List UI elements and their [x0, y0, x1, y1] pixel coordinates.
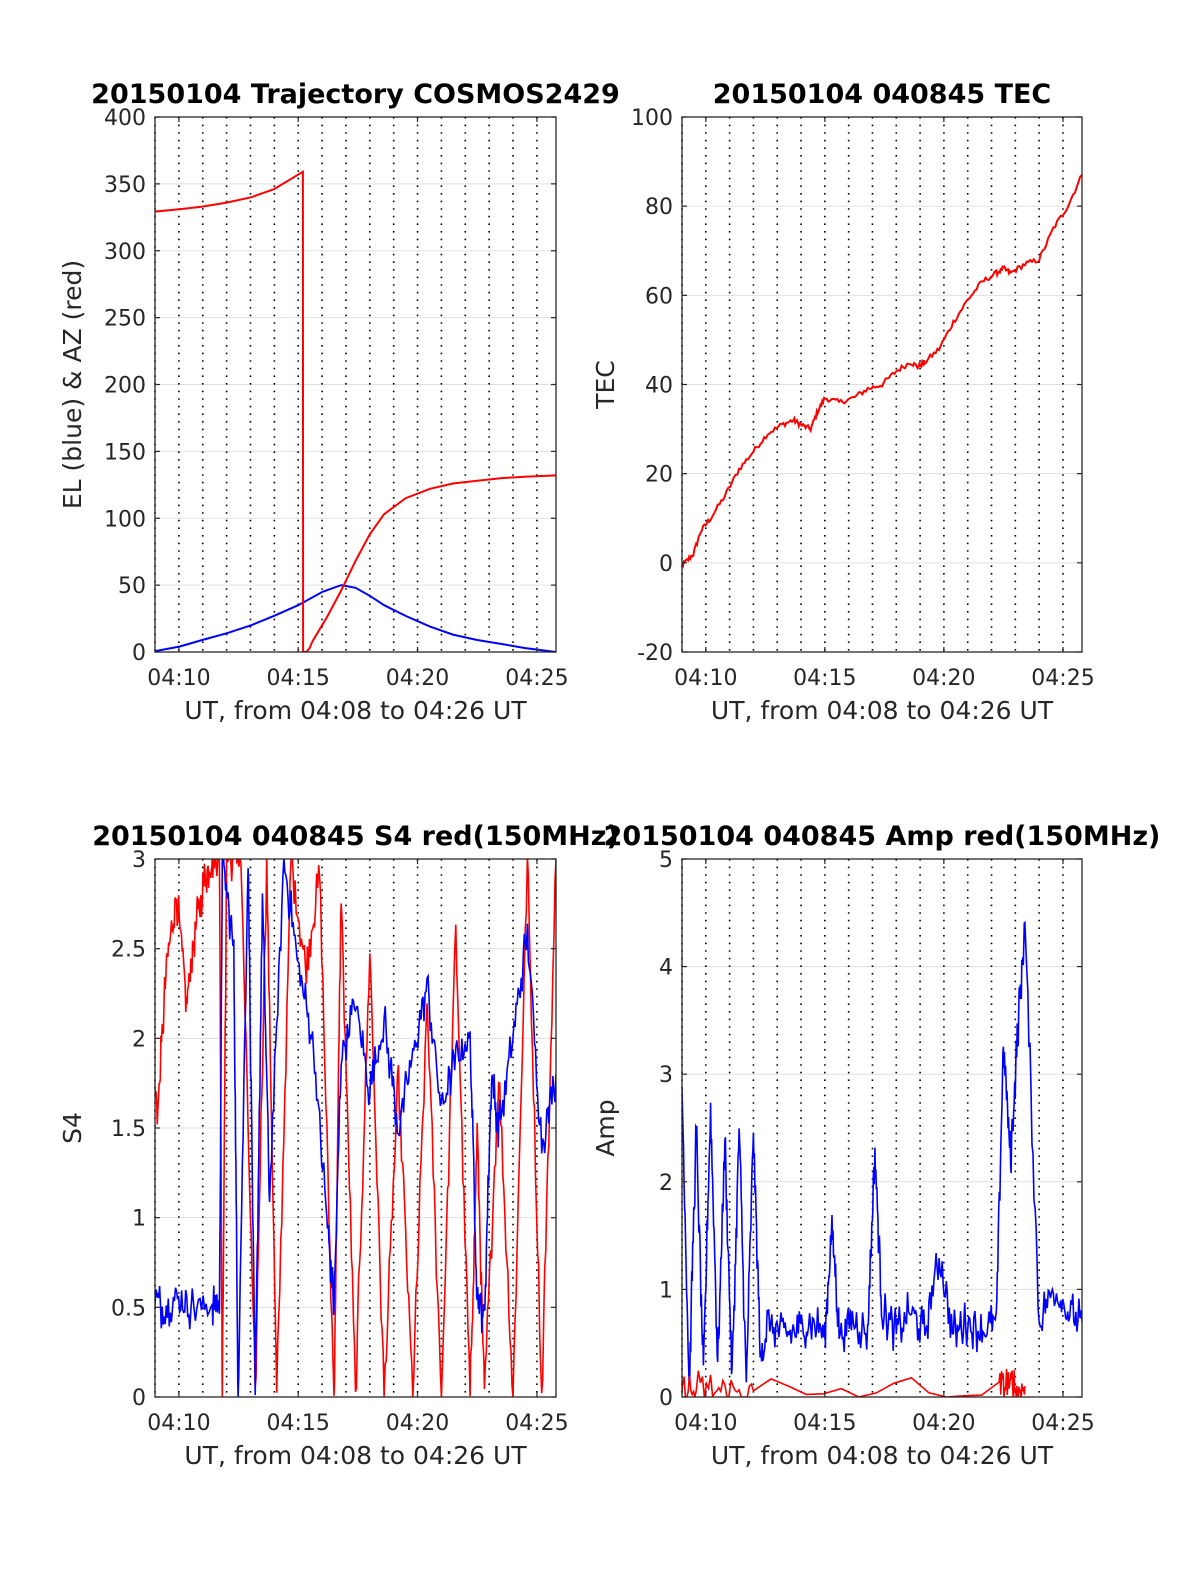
chart-title: 20150104 040845 Amp red(150MHz) [604, 821, 1161, 852]
y-tick-label: 20 [645, 463, 673, 488]
y-tick-label: 80 [645, 195, 673, 220]
y-tick-label: 400 [104, 106, 146, 131]
y-tick-label: 0.5 [111, 1296, 146, 1321]
x-tick-label: 04:15 [793, 1411, 856, 1436]
x-tick-label: 04:10 [147, 666, 210, 691]
x-axis-label: UT, from 04:08 to 04:26 UT [184, 1441, 527, 1470]
y-tick-label: 150 [104, 440, 146, 465]
y-tick-label: 2 [659, 1171, 673, 1196]
y-tick-label: 2 [132, 1027, 146, 1052]
y-tick-label: 1 [659, 1278, 673, 1303]
y-tick-label: 0 [659, 1386, 673, 1411]
x-tick-label: 04:10 [674, 1411, 737, 1436]
x-tick-label: 04:10 [674, 666, 737, 691]
y-tick-label: 4 [659, 956, 673, 981]
x-tick-label: 04:20 [386, 1411, 449, 1436]
y-tick-label: 300 [104, 240, 146, 265]
series-line-2 [155, 859, 556, 1397]
x-tick-label: 04:25 [1031, 666, 1094, 691]
series-line-2 [682, 1368, 1026, 1397]
y-axis-label: EL (blue) & AZ (red) [58, 260, 87, 509]
x-tick-label: 04:20 [912, 666, 975, 691]
y-tick-label: 0 [132, 1386, 146, 1411]
y-tick-label: 40 [645, 374, 673, 399]
x-tick-label: 04:20 [912, 1411, 975, 1436]
y-axis-label: Amp [591, 1099, 620, 1156]
axes-box [681, 858, 1083, 1398]
y-tick-label: 1.5 [111, 1117, 146, 1142]
y-tick-label: 60 [645, 284, 673, 309]
y-tick-label: 5 [659, 848, 673, 873]
x-tick-label: 04:25 [505, 666, 568, 691]
x-axis-label: UT, from 04:08 to 04:26 UT [711, 1441, 1054, 1470]
y-tick-label: 1 [132, 1207, 146, 1232]
y-tick-label: 200 [104, 374, 146, 399]
y-tick-label: 0 [659, 552, 673, 577]
x-tick-label: 04:25 [505, 1411, 568, 1436]
y-tick-label: 0 [132, 641, 146, 666]
x-tick-label: 04:25 [1031, 1411, 1094, 1436]
x-tick-label: 04:20 [386, 666, 449, 691]
y-tick-label: 100 [104, 507, 146, 532]
panel-4: 0 1 2 3 4 5 04:10 04:15 04:20 04:25 20150104 04084… [591, 821, 1160, 1470]
series-line-1 [155, 859, 556, 1397]
y-axis-label: TEC [591, 360, 620, 410]
x-tick-label: 04:15 [267, 1411, 330, 1436]
y-tick-label: 350 [104, 173, 146, 198]
panel-1: 0 50 100 150 200 250 300 350 400 04:10 04:15 04:20 0… [58, 79, 620, 725]
chart-title: 20150104 Trajectory COSMOS2429 [91, 79, 620, 110]
chart-title: 20150104 040845 S4 red(150MHz) [92, 821, 619, 852]
series-line-1 [682, 921, 1082, 1386]
series-line-1 [682, 174, 1082, 569]
panel-3: 0 0.5 1 1.5 2 2.5 3 04:10 04:15 04:20 04:25 2015010… [58, 821, 619, 1470]
x-axis-label: UT, from 04:08 to 04:26 UT [711, 696, 1054, 725]
panel-2: -20 0 20 40 60 80 100 04:10 04:15 04:20 04:25 20150… [591, 79, 1095, 725]
y-tick-label: 250 [104, 307, 146, 332]
x-tick-label: 04:15 [793, 666, 856, 691]
y-tick-label: 2.5 [111, 938, 146, 963]
chart-title: 20150104 040845 TEC [713, 79, 1052, 110]
y-tick-label: 3 [659, 1063, 673, 1088]
x-tick-label: 04:10 [147, 1411, 210, 1436]
series-line-1 [155, 584, 556, 652]
x-axis-label: UT, from 04:08 to 04:26 UT [184, 696, 527, 725]
y-tick-label: 100 [631, 106, 673, 131]
x-tick-label: 04:15 [267, 666, 330, 691]
y-tick-label: 3 [132, 848, 146, 873]
y-axis-label: S4 [58, 1112, 87, 1144]
y-tick-label: 50 [118, 574, 146, 599]
series-line-2 [155, 170, 556, 652]
y-tick-label: -20 [637, 641, 673, 666]
